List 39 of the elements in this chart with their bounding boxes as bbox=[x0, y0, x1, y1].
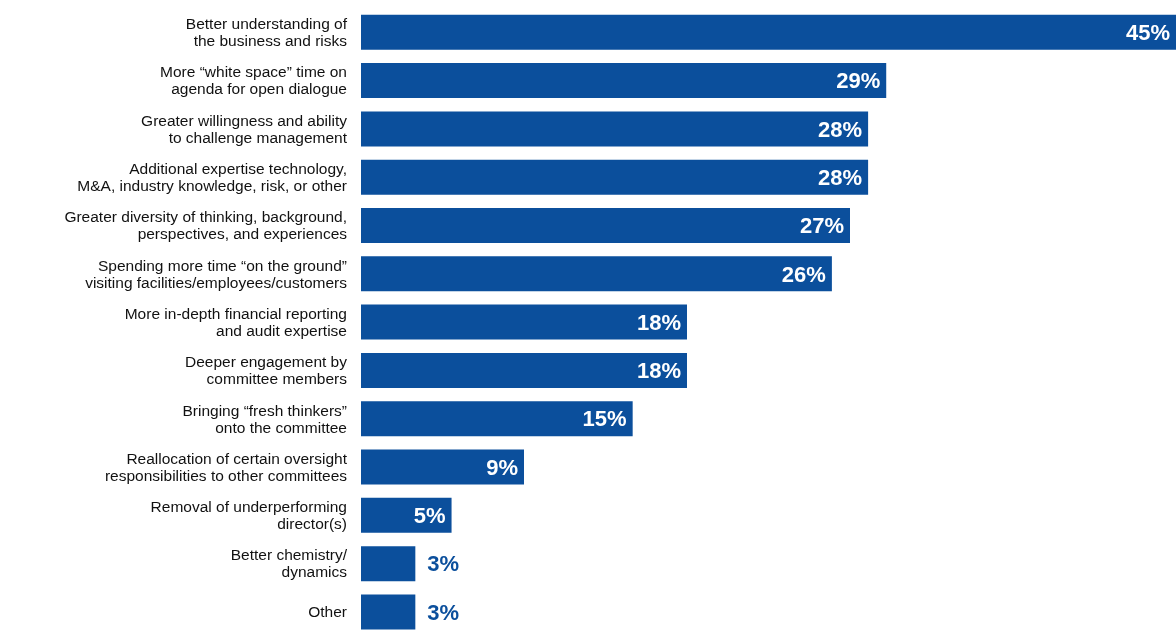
bar bbox=[361, 449, 524, 485]
data-label: 15% bbox=[582, 406, 627, 432]
bar bbox=[361, 256, 832, 292]
bar bbox=[361, 497, 452, 533]
y-tick-label: Removal of underperforming director(s) bbox=[150, 498, 347, 533]
y-tick-label: Better chemistry/ dynamics bbox=[230, 546, 348, 581]
data-label: 28% bbox=[818, 164, 863, 190]
y-tick-label: More in-depth financial reporting and audit expertise bbox=[124, 304, 347, 339]
bar bbox=[361, 546, 416, 582]
bar bbox=[361, 63, 887, 99]
bar bbox=[361, 352, 687, 388]
y-tick-label: Additional expertise technology, M&A, industry knowledge, risk, or other bbox=[77, 160, 347, 194]
bar bbox=[361, 304, 687, 340]
data-label: 45% bbox=[1125, 19, 1170, 45]
y-tick-label: More “white space” time on agenda for open dialogue bbox=[160, 63, 347, 98]
y-tick-label: Reallocation of certain oversight responsibilities to other committees bbox=[104, 449, 348, 484]
bar bbox=[361, 14, 1176, 50]
data-label: 3% bbox=[427, 551, 460, 577]
data-label: 27% bbox=[799, 213, 844, 239]
y-tick-label: Other bbox=[308, 603, 347, 621]
bar bbox=[361, 159, 869, 195]
y-tick-label: Spending more time “on the ground” visiting facilities/employees/customers bbox=[85, 256, 348, 291]
data-label: 29% bbox=[836, 68, 881, 94]
y-tick-label: Bringing “fresh thinkers” onto the committee bbox=[182, 401, 347, 436]
data-label: 3% bbox=[427, 599, 460, 625]
bar bbox=[361, 207, 850, 243]
y-tick-label: Deeper engagement by committee members bbox=[184, 353, 348, 388]
data-label: 26% bbox=[781, 261, 826, 287]
data-label: 18% bbox=[636, 309, 681, 335]
y-tick-label: Better understanding of the business and risks bbox=[185, 15, 348, 50]
bar bbox=[361, 111, 869, 147]
data-label: 18% bbox=[636, 358, 681, 384]
y-tick-label: Greater willingness and ability to challenge management bbox=[141, 111, 348, 146]
bar bbox=[361, 401, 633, 437]
data-label: 28% bbox=[818, 116, 863, 142]
data-label: 9% bbox=[486, 454, 518, 480]
bar bbox=[361, 594, 416, 630]
data-label: 5% bbox=[413, 503, 446, 529]
y-tick-label: Greater diversity of thinking, background, perspectives, and experiences bbox=[64, 208, 348, 243]
